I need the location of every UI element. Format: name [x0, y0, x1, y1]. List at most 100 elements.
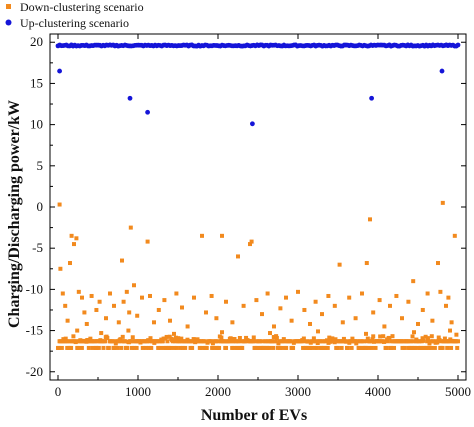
down-clustering-point — [148, 336, 153, 341]
down-clustering-point — [335, 345, 340, 350]
down-clustering-point — [224, 299, 228, 304]
down-clustering-point — [147, 339, 152, 344]
down-clustering-point — [388, 345, 393, 350]
down-clustering-point — [94, 307, 99, 312]
down-clustering-point — [449, 320, 454, 325]
down-clustering-point — [421, 338, 426, 343]
down-clustering-point — [94, 345, 99, 350]
down-clustering-point — [231, 345, 236, 350]
x-tick-label: 0 — [55, 384, 62, 399]
down-clustering-point — [58, 266, 63, 271]
down-clustering-point — [118, 337, 123, 342]
down-clustering-point — [61, 337, 66, 342]
down-clustering-point — [308, 321, 312, 326]
down-clustering-point — [192, 295, 196, 300]
down-clustering-point — [140, 345, 145, 350]
down-clustering-point — [394, 293, 399, 298]
down-clustering-point — [185, 324, 190, 329]
down-clustering-point — [296, 289, 300, 294]
down-clustering-point — [165, 339, 170, 344]
down-clustering-point — [240, 345, 245, 350]
down-clustering-point — [425, 336, 430, 341]
down-clustering-point — [209, 339, 214, 344]
down-clustering-point — [402, 345, 407, 350]
down-clustering-point — [143, 345, 148, 350]
down-clustering-point — [449, 345, 454, 350]
down-clustering-point — [260, 312, 264, 317]
x-tick-label: 1000 — [125, 384, 151, 399]
down-clustering-point — [337, 262, 342, 267]
down-clustering-point — [271, 345, 276, 350]
down-clustering-point — [318, 339, 323, 344]
down-clustering-point — [237, 339, 242, 344]
down-clustering-point — [365, 339, 370, 344]
down-clustering-point — [353, 316, 358, 321]
down-clustering-point — [89, 293, 94, 298]
down-clustering-point — [412, 345, 417, 350]
down-clustering-point — [411, 279, 416, 284]
down-clustering-point — [163, 345, 168, 350]
down-clustering-point — [220, 233, 224, 238]
y-tick-label: 5 — [37, 158, 44, 173]
down-clustering-point — [381, 334, 386, 339]
down-clustering-point — [250, 339, 255, 344]
down-clustering-point — [183, 345, 188, 350]
x-tick-label: 2000 — [205, 384, 231, 399]
down-clustering-point — [191, 337, 196, 342]
down-clustering-point — [71, 334, 76, 339]
down-clustering-point — [244, 335, 249, 340]
down-clustering-point — [301, 336, 306, 341]
down-clustering-point — [241, 303, 246, 308]
down-clustering-point — [126, 328, 131, 333]
down-clustering-point — [326, 293, 331, 298]
up-clustering-point — [127, 95, 133, 101]
x-axis-title: Number of EVs — [201, 407, 307, 424]
down-clustering-point — [74, 339, 79, 344]
x-tick-label: 4000 — [365, 384, 391, 399]
down-clustering-point — [377, 298, 382, 303]
down-clustering-point — [76, 289, 81, 294]
up-clustering-point — [250, 121, 255, 127]
down-clustering-point — [220, 330, 224, 335]
down-clustering-point — [400, 345, 405, 350]
down-clustering-point — [333, 337, 338, 342]
down-clustering-point — [222, 339, 227, 344]
down-clustering-point — [65, 318, 70, 323]
down-clustering-point — [284, 345, 289, 350]
down-clustering-point — [249, 239, 254, 244]
up-clustering-point — [57, 68, 62, 74]
down-clustering-point — [145, 239, 150, 244]
up-clustering-point — [439, 68, 445, 74]
down-clustering-point — [128, 225, 133, 230]
down-clustering-point — [332, 303, 337, 308]
down-clustering-point — [436, 335, 441, 340]
down-clustering-point — [130, 335, 135, 340]
down-clustering-point — [438, 289, 443, 294]
down-clustering-point — [132, 283, 136, 288]
down-clustering-point — [204, 345, 209, 350]
down-clustering-point — [417, 339, 422, 344]
legend-marker-up-clustering — [5, 19, 12, 26]
y-tick-label: -15 — [26, 323, 43, 338]
down-clustering-point — [217, 345, 222, 350]
down-clustering-point — [412, 330, 416, 335]
down-clustering-point — [251, 335, 256, 340]
down-clustering-point — [341, 336, 346, 341]
down-clustering-point — [172, 345, 177, 350]
y-tick-label: -10 — [26, 281, 43, 296]
down-clustering-point — [75, 328, 80, 333]
down-clustering-point — [282, 339, 287, 344]
down-clustering-point — [444, 303, 448, 308]
down-clustering-point — [213, 339, 218, 344]
down-clustering-point — [445, 345, 450, 350]
down-clustering-point — [345, 345, 350, 350]
down-clustering-point — [210, 341, 215, 346]
down-clustering-point — [156, 345, 161, 350]
down-clustering-point — [256, 345, 261, 350]
down-clustering-point — [390, 334, 395, 339]
down-clustering-point — [76, 345, 81, 350]
up-clustering-point — [145, 109, 151, 115]
down-clustering-point — [384, 345, 389, 350]
y-tick-label: 20 — [30, 34, 43, 49]
down-clustering-point — [320, 312, 324, 317]
